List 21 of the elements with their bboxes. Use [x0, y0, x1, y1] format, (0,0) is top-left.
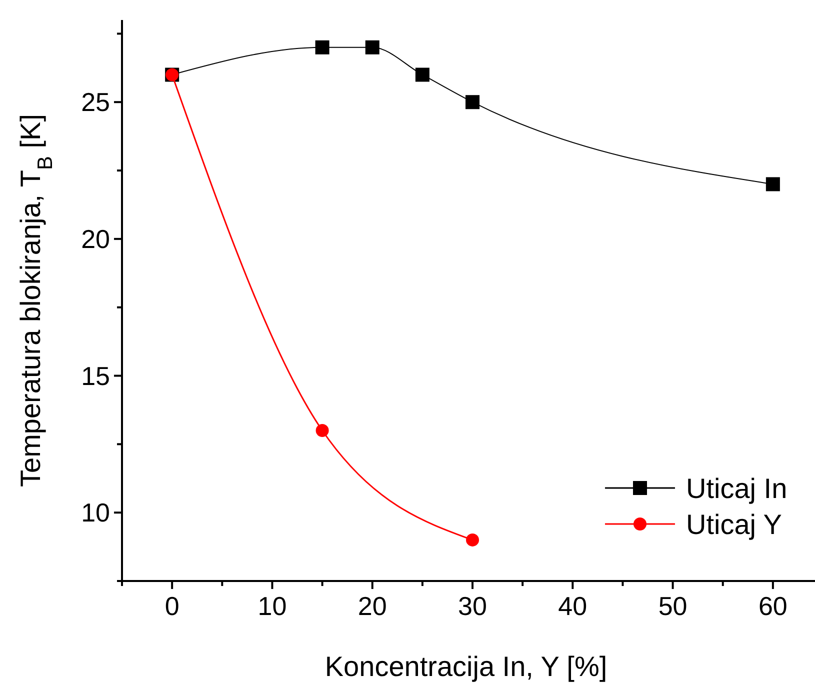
- x-tick-label: 10: [258, 591, 287, 621]
- x-axis-title: Koncentracija In, Y [%]: [324, 651, 608, 682]
- x-tick-label: 20: [358, 591, 387, 621]
- y-tick-label: 15: [81, 360, 110, 391]
- point: [466, 95, 480, 110]
- y-tick-label: 20: [81, 224, 110, 254]
- point: [766, 177, 780, 192]
- point: [415, 68, 430, 82]
- point: [316, 424, 329, 437]
- x-tick-label: 0: [164, 591, 180, 621]
- x-tick-label: 40: [558, 591, 588, 621]
- x-tick-label: 50: [658, 591, 688, 621]
- point: [315, 40, 330, 54]
- x-tick-label: 30: [458, 591, 487, 621]
- legend-label: Uticaj In: [686, 473, 788, 504]
- x-tick-label: 60: [758, 591, 788, 621]
- legend-label: Uticaj Y: [686, 509, 782, 540]
- y-tick-label: 10: [81, 498, 110, 528]
- y-tick-label: 25: [81, 87, 110, 118]
- point: [365, 40, 380, 54]
- point: [466, 533, 480, 546]
